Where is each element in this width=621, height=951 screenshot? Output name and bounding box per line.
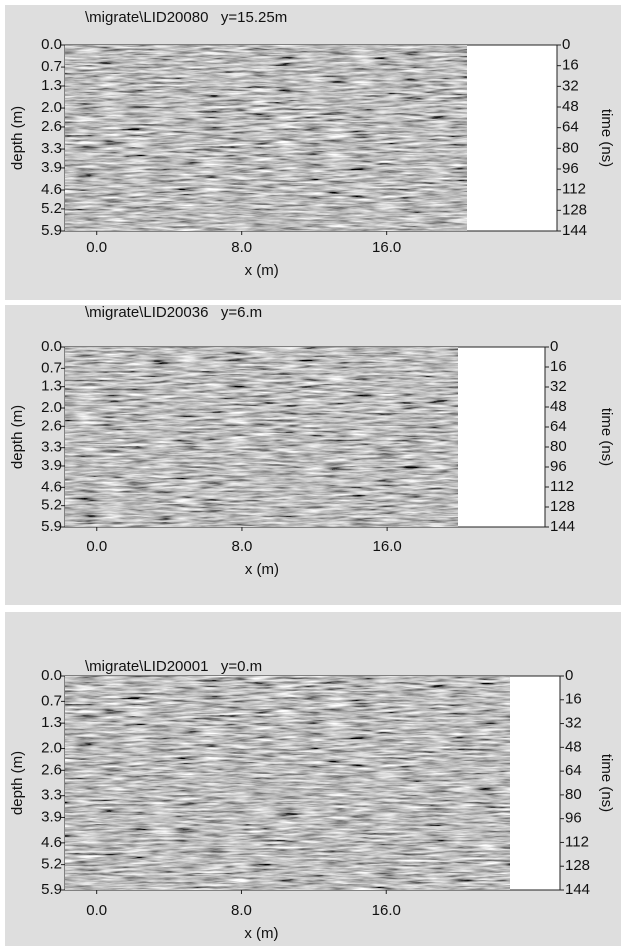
y2-tick-label: 32 — [565, 715, 582, 732]
x-axis-label: x (m) — [245, 262, 279, 279]
y2-tick-label: 0 — [565, 667, 573, 684]
y2-tick-label: 16 — [562, 57, 579, 74]
y-tick-label: 5.2 — [41, 497, 62, 514]
x-tick-label: 8.0 — [232, 538, 253, 555]
y2-tick-label: 16 — [550, 358, 567, 375]
y-tick-label: 2.0 — [41, 399, 62, 416]
y-tick-label: 2.0 — [41, 740, 62, 757]
y-axis-label: depth (m) — [9, 106, 26, 170]
x-axis-label: x (m) — [245, 561, 279, 578]
y-tick-label: 5.2 — [41, 200, 62, 217]
y-tick-label: 4.6 — [41, 181, 62, 198]
y-tick-label: 5.2 — [41, 856, 62, 873]
y-axis-label: depth (m) — [9, 751, 26, 815]
y2-tick-label: 80 — [550, 438, 567, 455]
y-tick-label: 3.3 — [41, 140, 62, 157]
y2-tick-label: 64 — [550, 418, 567, 435]
y-tick-label: 0.7 — [41, 58, 62, 75]
y-tick-label: 2.0 — [41, 99, 62, 116]
x-tick-label: 16.0 — [372, 902, 401, 919]
panel-title: \migrate\LID20080 y=15.25m — [85, 9, 287, 26]
y2-axis-label: time (ns) — [598, 408, 615, 466]
y-tick-label: 3.3 — [41, 787, 62, 804]
y-tick-label: 4.6 — [41, 478, 62, 495]
y-tick-label: 3.9 — [41, 808, 62, 825]
y2-tick-label: 32 — [550, 378, 567, 395]
panel-title: \migrate\LID20036 y=6.m — [85, 304, 262, 321]
x-tick-label: 8.0 — [231, 239, 252, 256]
y2-tick-label: 16 — [565, 691, 582, 708]
y-tick-label: 0.0 — [41, 36, 62, 53]
y2-tick-label: 144 — [565, 881, 590, 898]
x-tick-label: 16.0 — [373, 538, 402, 555]
x-tick-label: 0.0 — [86, 538, 107, 555]
y2-tick-label: 112 — [565, 833, 589, 850]
x-axis-label: x (m) — [244, 925, 278, 942]
y2-tick-label: 0 — [550, 338, 558, 355]
y2-tick-label: 96 — [550, 458, 567, 475]
y-tick-label: 3.9 — [41, 457, 62, 474]
y2-tick-label: 48 — [550, 398, 567, 415]
x-tick-label: 16.0 — [372, 239, 401, 256]
radargram-image — [65, 347, 458, 527]
y-tick-label: 4.6 — [41, 834, 62, 851]
y2-tick-label: 112 — [550, 478, 574, 495]
x-tick-label: 0.0 — [86, 239, 107, 256]
y2-tick-label: 0 — [562, 36, 570, 53]
y2-tick-label: 64 — [565, 762, 582, 779]
y2-tick-label: 80 — [562, 139, 579, 156]
y-tick-label: 1.3 — [41, 378, 62, 395]
y2-tick-label: 128 — [562, 201, 587, 218]
radargram-image — [65, 45, 467, 231]
y-tick-label: 3.3 — [41, 439, 62, 456]
y2-tick-label: 64 — [562, 119, 579, 136]
y-tick-label: 5.9 — [41, 881, 62, 898]
y2-tick-label: 32 — [562, 77, 579, 94]
y-tick-label: 0.7 — [41, 359, 62, 376]
y-axis-label: depth (m) — [9, 405, 26, 469]
y-tick-label: 2.6 — [41, 761, 62, 778]
y-tick-label: 2.6 — [41, 118, 62, 135]
y2-tick-label: 96 — [565, 810, 582, 827]
y-tick-label: 3.9 — [41, 159, 62, 176]
y-tick-label: 0.7 — [41, 692, 62, 709]
y2-axis-label: time (ns) — [598, 109, 615, 167]
y-tick-label: 2.6 — [41, 417, 62, 434]
y2-tick-label: 144 — [550, 518, 575, 535]
y-tick-label: 1.3 — [41, 714, 62, 731]
y2-tick-label: 48 — [565, 738, 582, 755]
y2-tick-label: 48 — [562, 98, 579, 115]
y2-tick-label: 128 — [550, 498, 575, 515]
y-tick-label: 5.9 — [41, 518, 62, 535]
y2-tick-label: 144 — [562, 222, 587, 239]
y-tick-label: 1.3 — [41, 77, 62, 94]
y-tick-label: 0.0 — [41, 338, 62, 355]
y2-tick-label: 128 — [565, 857, 590, 874]
radargram-image — [65, 676, 510, 890]
y-tick-label: 0.0 — [41, 667, 62, 684]
x-tick-label: 0.0 — [86, 902, 107, 919]
y-tick-label: 5.9 — [41, 222, 62, 239]
y2-tick-label: 96 — [562, 160, 579, 177]
x-tick-label: 8.0 — [231, 902, 252, 919]
panel-title: \migrate\LID20001 y=0.m — [85, 658, 262, 675]
y2-axis-label: time (ns) — [598, 754, 615, 812]
y2-tick-label: 80 — [565, 786, 582, 803]
y2-tick-label: 112 — [562, 181, 586, 198]
